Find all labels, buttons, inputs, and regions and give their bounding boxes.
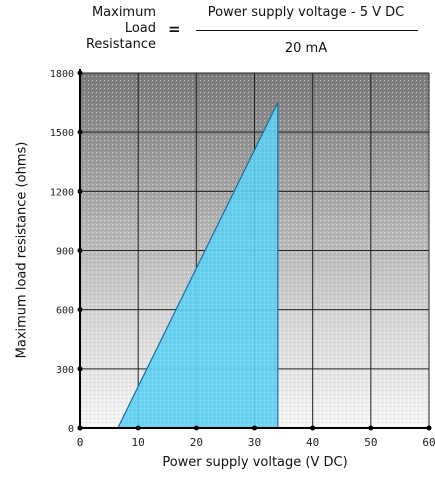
- x-axis-label: Power supply voltage (V DC): [162, 455, 348, 470]
- x-tick-mark: [310, 425, 316, 431]
- y-tick-mark: [77, 188, 83, 194]
- y-tick-label: 900: [56, 247, 74, 258]
- y-tick-mark: [77, 307, 83, 313]
- formula-numerator: Power supply voltage - 5 V DC: [207, 5, 405, 20]
- formula-left-line: Maximum: [91, 5, 156, 20]
- x-tick-label: 60: [422, 436, 435, 449]
- x-tick-mark: [426, 425, 432, 431]
- y-tick-label: 0: [68, 424, 74, 435]
- y-tick-mark: [77, 129, 83, 135]
- formula-equals: =: [168, 20, 181, 38]
- x-tick-label: 30: [248, 436, 261, 449]
- formula-denominator: 20 mA: [284, 41, 328, 56]
- formula-left-line: Load: [124, 21, 156, 36]
- area-texture: [117, 102, 278, 428]
- y-axis-label: Maximum load resistance (ohms): [14, 141, 30, 359]
- x-tick-label: 20: [190, 436, 203, 449]
- y-tick-label: 600: [56, 306, 74, 317]
- x-tick-mark: [252, 425, 257, 431]
- axes: [77, 69, 432, 431]
- y-tick-mark: [77, 70, 83, 76]
- formula: Maximum Load Resistance = Power supply v…: [0, 0, 435, 64]
- y-tick-mark: [77, 425, 83, 431]
- y-tick-label: 300: [56, 365, 74, 376]
- x-tick-label: 40: [306, 436, 319, 449]
- y-tick-mark: [77, 366, 83, 372]
- y-tick-label: 1800: [50, 69, 74, 80]
- formula-left-line: Resistance: [85, 37, 156, 52]
- x-tick-mark: [135, 425, 141, 431]
- x-tick-label: 50: [364, 436, 377, 449]
- x-tick-label: 0: [77, 436, 84, 449]
- fraction-bar: [196, 30, 418, 31]
- y-tick-label: 1200: [50, 187, 74, 198]
- y-tick-mark: [77, 248, 83, 253]
- formula-left: Maximum Load Resistance: [60, 5, 156, 53]
- y-tick-label: 1500: [50, 128, 74, 139]
- x-tick-mark: [193, 425, 199, 431]
- x-tick-label: 10: [132, 436, 145, 449]
- x-tick-mark: [368, 425, 374, 431]
